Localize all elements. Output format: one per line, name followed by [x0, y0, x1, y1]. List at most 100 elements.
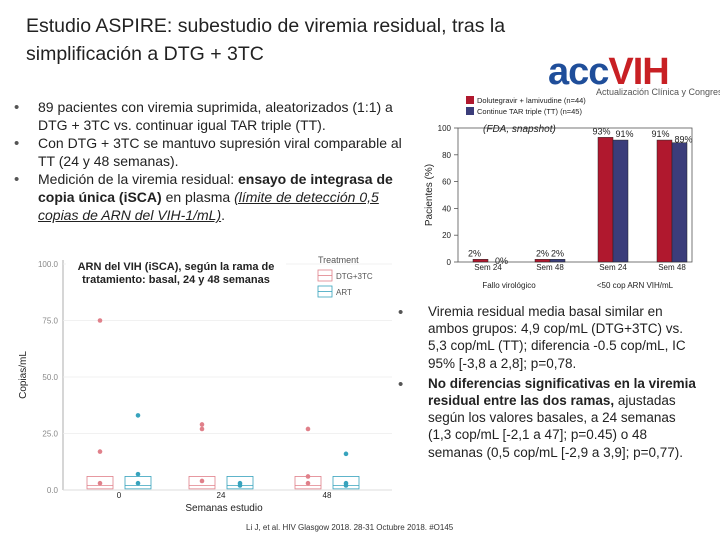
bar-y-ticks: 0 20 40 60 80 100 — [438, 124, 458, 267]
bar-label-tt: 0% — [495, 256, 508, 266]
bullet-dot-icon: • — [398, 304, 404, 321]
bullet-text: 89 pacientes con viremia suprimida, alea… — [38, 99, 393, 133]
scatter-chart: Copias/mL 0.0 25.0 50.0 75.0 100.0 ARN del V… — [18, 255, 392, 514]
logo-vih: VIH — [608, 51, 669, 93]
bullet-text: Con DTG + 3TC se mantuvo supresión viral… — [38, 135, 402, 169]
scatter-y-tick-label: 50.0 — [42, 373, 58, 382]
citation: Li J, et al. HIV Glasgow 2018. 28-31 Oct… — [246, 523, 454, 532]
logo-acc: acc — [548, 51, 609, 93]
bar-x-category: Sem 48 — [658, 263, 686, 272]
bullet-text-bold: ensayo de integrasa de copia única (iSCA… — [38, 171, 393, 205]
bar-x-category: Sem 48 — [536, 263, 564, 272]
bar-y-axis-title: Pacientes (%) — [424, 164, 435, 226]
bar-tt — [612, 139, 629, 263]
bullet-text: Viremia residual media basal similar en … — [428, 304, 686, 371]
bar-y-tick-label: 100 — [438, 124, 452, 133]
scatter-legend-title: Treatment — [318, 255, 359, 265]
legend-swatch-tt — [466, 107, 474, 115]
scatter-annotation: ARN del VIH (iSCA), según la rama de tra… — [77, 261, 275, 286]
bullet-text-bold: No diferencias significativas en la vire… — [428, 375, 696, 409]
bullet-item: • Viremia residual media basal similar en… — [398, 303, 698, 372]
slide-title: Estudio ASPIRE: subestudio de viremia re… — [26, 15, 506, 65]
point-art — [237, 483, 243, 488]
bar-dtg — [597, 137, 614, 263]
bullet-item: • No diferencias significativas en la vir… — [398, 375, 698, 461]
point-art — [135, 471, 141, 477]
scatter-x-categories: 0 24 48 — [117, 491, 332, 500]
scatter-y-axis-title: Copias/mL — [18, 351, 29, 399]
legend-label-dtg: Dolutegravir + lamivudine (n=44) — [477, 96, 586, 105]
bar-chart: Pacientes (%) 0 20 40 60 80 100 Dolutegravir … — [424, 96, 693, 290]
bullet-dot-icon: • — [14, 171, 20, 188]
bullet-item: • 89 pacientes con viremia suprimida, ale… — [14, 98, 409, 134]
scatter-legend-label-art: ART — [336, 288, 352, 297]
bar-marks: 2%0%2% 2%93% 91% 91%89% — [468, 126, 693, 266]
point-art — [135, 480, 141, 486]
bar-group-label-suppressed: <50 cop ARN VIH/mL — [597, 281, 674, 290]
point-dtg — [305, 474, 311, 479]
bullet-text-mid: en plasma — [161, 189, 235, 205]
bar-y-tick-label: 40 — [442, 204, 451, 213]
bar-tt — [549, 259, 566, 263]
point-art — [343, 483, 349, 488]
point-art — [135, 413, 141, 418]
point-dtg — [97, 480, 103, 486]
bar-tt — [671, 142, 688, 263]
point-dtg — [199, 422, 205, 427]
bullet-text-pre: Medición de la viremia residual: — [38, 171, 238, 187]
scatter-y-tick-label: 0.0 — [47, 486, 59, 495]
legend-swatch-dtg — [466, 96, 474, 104]
legend-note: (FDA, snapshot) — [483, 124, 556, 135]
bar-label-tt: 2% — [551, 248, 564, 258]
point-dtg — [199, 426, 205, 432]
bullet-dot-icon: • — [14, 135, 20, 152]
bar-label-dtg: 93% — [592, 126, 610, 136]
left-bullet-list: • 89 pacientes con viremia suprimida, ale… — [14, 98, 409, 224]
bar-label-dtg: 2% — [536, 248, 549, 258]
point-dtg — [305, 480, 311, 486]
bar-y-tick-label: 20 — [442, 231, 451, 240]
bullet-text-underline: (límite de detección 0,5 copias de ARN d… — [38, 189, 379, 223]
logo-tagline: Actualización Clínica y Congresos — [596, 87, 720, 97]
bullet-item: • Con DTG + 3TC se mantuvo supresión vira… — [14, 134, 409, 170]
bar-dtg — [472, 259, 489, 263]
logo-mark: accVIH — [548, 51, 670, 93]
scatter-y-tick-label: 100.0 — [38, 260, 59, 269]
legend-label-tt: Continue TAR triple (TT) (n=45) — [477, 107, 582, 116]
bullet-text: ajustadas según los valores basales, a 2… — [428, 393, 684, 460]
right-bullet-list: • Viremia residual media basal similar en… — [398, 303, 698, 461]
bar-y-tick-label: 80 — [442, 151, 451, 160]
scatter-y-tick-label: 75.0 — [42, 317, 58, 326]
acc-vih-logo: accVIH Actualización Clínica y Congresos — [548, 51, 720, 104]
bar-y-tick-label: 60 — [442, 178, 451, 187]
bar-label-tt: 91% — [615, 129, 633, 139]
scatter-x-category: 24 — [217, 491, 226, 500]
scatter-x-axis-title: Semanas estudio — [185, 503, 263, 514]
point-dtg — [305, 426, 311, 432]
bar-label-dtg: 2% — [468, 248, 481, 258]
bar-plot-frame — [457, 127, 693, 263]
point-dtg — [97, 318, 103, 323]
bar-x-category: Sem 24 — [474, 263, 502, 272]
point-dtg — [97, 449, 103, 454]
point-dtg — [199, 478, 205, 484]
bar-group-label-failure: Fallo virológico — [482, 281, 536, 290]
bar-label-dtg: 91% — [651, 129, 669, 139]
bullet-dot-icon: • — [398, 375, 404, 393]
bar-label-tt: 89% — [674, 135, 692, 145]
bullet-dot-icon: • — [14, 99, 20, 116]
bar-dtg — [656, 139, 673, 263]
point-art — [343, 451, 349, 457]
scatter-marks — [86, 318, 360, 490]
bullet-item: • Medición de la viremia residual: ensayo… — [14, 170, 409, 224]
scatter-annotation-box — [66, 257, 286, 307]
bar-y-tick-label: 0 — [447, 258, 452, 267]
scatter-x-category: 48 — [323, 491, 332, 500]
scatter-legend-label-dtg: DTG+3TC — [336, 272, 373, 281]
bar-x-category: Sem 24 — [599, 263, 627, 272]
scatter-x-category: 0 — [117, 491, 122, 500]
scatter-y-tick-label: 25.0 — [42, 430, 58, 439]
bar-x-categories: Sem 24 Sem 48 Sem 24 Sem 48 — [474, 263, 686, 272]
bar-dtg — [534, 259, 551, 263]
bullet-text-post: . — [221, 207, 225, 223]
